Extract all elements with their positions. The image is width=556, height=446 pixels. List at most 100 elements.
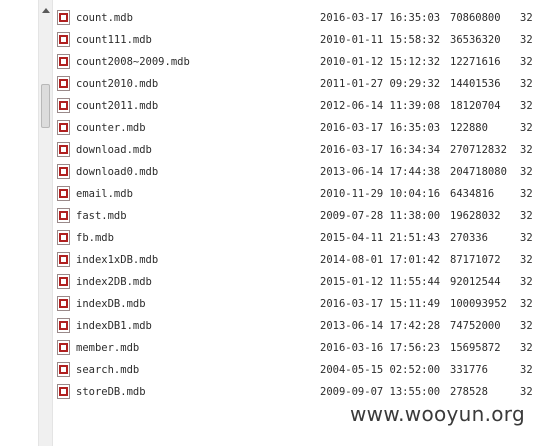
file-name: count111.mdb — [76, 34, 152, 46]
file-modified: 2010-01-12 15:12:32 — [320, 56, 441, 68]
list-item[interactable]: storeDB.mdb 2009-09-07 13:55:00 278528 32 — [53, 381, 556, 403]
file-modified: 2016-03-16 17:56:23 — [320, 342, 441, 354]
file-name: counter.mdb — [76, 122, 146, 134]
access-database-icon — [57, 10, 70, 25]
file-attr: 32 — [520, 342, 533, 354]
file-attr: 32 — [520, 364, 533, 376]
file-size: 204718080 — [450, 166, 507, 178]
list-item[interactable]: download0.mdb 2013-06-14 17:44:38 20471808… — [53, 161, 556, 183]
file-size: 14401536 — [450, 78, 501, 90]
list-item[interactable]: indexDB.mdb 2016-03-17 15:11:49 100093952 3… — [53, 293, 556, 315]
file-modified: 2015-04-11 21:51:43 — [320, 232, 441, 244]
file-name: index1xDB.mdb — [76, 254, 159, 266]
file-modified: 2016-03-17 16:35:03 — [320, 122, 441, 134]
file-name: download.mdb — [76, 144, 152, 156]
file-name: fast.mdb — [76, 210, 127, 222]
file-attr: 32 — [520, 232, 533, 244]
file-size: 100093952 — [450, 298, 507, 310]
file-modified: 2009-09-07 13:55:00 — [320, 386, 441, 398]
scroll-thumb[interactable] — [41, 84, 50, 128]
access-database-icon — [57, 76, 70, 91]
file-attr: 32 — [520, 122, 533, 134]
access-database-icon — [57, 340, 70, 355]
list-item[interactable]: email.mdb 2010-11-29 10:04:16 6434816 32 — [53, 183, 556, 205]
file-name: fb.mdb — [76, 232, 114, 244]
file-size: 74752000 — [450, 320, 501, 332]
file-attr: 32 — [520, 276, 533, 288]
file-size: 92012544 — [450, 276, 501, 288]
file-attr: 32 — [520, 100, 533, 112]
file-size: 270712832 — [450, 144, 507, 156]
file-modified: 2016-03-17 15:11:49 — [320, 298, 441, 310]
access-database-icon — [57, 186, 70, 201]
file-attr: 32 — [520, 166, 533, 178]
list-item[interactable]: count111.mdb 2010-01-11 15:58:32 36536320 3… — [53, 29, 556, 51]
file-size: 6434816 — [450, 188, 495, 200]
file-modified: 2015-01-12 11:55:44 — [320, 276, 441, 288]
access-database-icon — [57, 54, 70, 69]
file-attr: 32 — [520, 144, 533, 156]
access-database-icon — [57, 274, 70, 289]
file-modified: 2016-03-17 16:35:03 — [320, 12, 441, 24]
access-database-icon — [57, 120, 70, 135]
file-attr: 32 — [520, 298, 533, 310]
file-name: count.mdb — [76, 12, 133, 24]
file-modified: 2004-05-15 02:52:00 — [320, 364, 441, 376]
access-database-icon — [57, 32, 70, 47]
access-database-icon — [57, 230, 70, 245]
file-attr: 32 — [520, 34, 533, 46]
watermark: www.wooyun.org — [350, 402, 525, 426]
file-modified: 2013-06-14 17:42:28 — [320, 320, 441, 332]
file-size: 87171072 — [450, 254, 501, 266]
list-item[interactable]: count.mdb 2016-03-17 16:35:03 70860800 32 — [53, 7, 556, 29]
list-item[interactable]: indexDB1.mdb 2013-06-14 17:42:28 74752000 3… — [53, 315, 556, 337]
file-name: count2011.mdb — [76, 100, 159, 112]
file-name: search.mdb — [76, 364, 140, 376]
file-size: 18120704 — [450, 100, 501, 112]
file-attr: 32 — [520, 254, 533, 266]
file-name: count2010.mdb — [76, 78, 159, 90]
file-name: email.mdb — [76, 188, 133, 200]
file-modified: 2012-06-14 11:39:08 — [320, 100, 441, 112]
access-database-icon — [57, 98, 70, 113]
access-database-icon — [57, 252, 70, 267]
file-size: 19628032 — [450, 210, 501, 222]
list-item[interactable]: count2008~2009.mdb 2010-01-12 15:12:32 122… — [53, 51, 556, 73]
access-database-icon — [57, 384, 70, 399]
file-attr: 32 — [520, 320, 533, 332]
access-database-icon — [57, 142, 70, 157]
list-item[interactable]: fast.mdb 2009-07-28 11:38:00 19628032 32 — [53, 205, 556, 227]
left-gutter — [0, 0, 38, 446]
file-size: 278528 — [450, 386, 488, 398]
list-item[interactable]: index1xDB.mdb 2014-08-01 17:01:42 87171072… — [53, 249, 556, 271]
file-size: 15695872 — [450, 342, 501, 354]
list-item[interactable]: member.mdb 2016-03-16 17:56:23 15695872 32 — [53, 337, 556, 359]
file-modified: 2010-11-29 10:04:16 — [320, 188, 441, 200]
file-attr: 32 — [520, 386, 533, 398]
list-item[interactable]: search.mdb 2004-05-15 02:52:00 331776 32 — [53, 359, 556, 381]
file-attr: 32 — [520, 12, 533, 24]
file-attr: 32 — [520, 56, 533, 68]
file-modified: 2010-01-11 15:58:32 — [320, 34, 441, 46]
file-modified: 2011-01-27 09:29:32 — [320, 78, 441, 90]
file-modified: 2014-08-01 17:01:42 — [320, 254, 441, 266]
list-item[interactable]: index2DB.mdb 2015-01-12 11:55:44 92012544 3… — [53, 271, 556, 293]
file-name: storeDB.mdb — [76, 386, 146, 398]
list-item[interactable]: count2011.mdb 2012-06-14 11:39:08 18120704… — [53, 95, 556, 117]
file-name: indexDB.mdb — [76, 298, 146, 310]
access-database-icon — [57, 362, 70, 377]
file-attr: 32 — [520, 210, 533, 222]
file-attr: 32 — [520, 78, 533, 90]
list-item[interactable]: count2010.mdb 2011-01-27 09:29:32 14401536… — [53, 73, 556, 95]
file-size: 70860800 — [450, 12, 501, 24]
file-size: 270336 — [450, 232, 488, 244]
file-name: count2008~2009.mdb — [76, 56, 190, 68]
list-item[interactable]: fb.mdb 2015-04-11 21:51:43 270336 32 — [53, 227, 556, 249]
list-item[interactable]: download.mdb 2016-03-17 16:34:34 270712832… — [53, 139, 556, 161]
list-item[interactable]: counter.mdb 2016-03-17 16:35:03 122880 32 — [53, 117, 556, 139]
vertical-scrollbar[interactable] — [38, 0, 53, 446]
access-database-icon — [57, 208, 70, 223]
file-modified: 2016-03-17 16:34:34 — [320, 144, 441, 156]
file-size: 36536320 — [450, 34, 501, 46]
scroll-up-arrow-icon[interactable] — [42, 8, 50, 13]
